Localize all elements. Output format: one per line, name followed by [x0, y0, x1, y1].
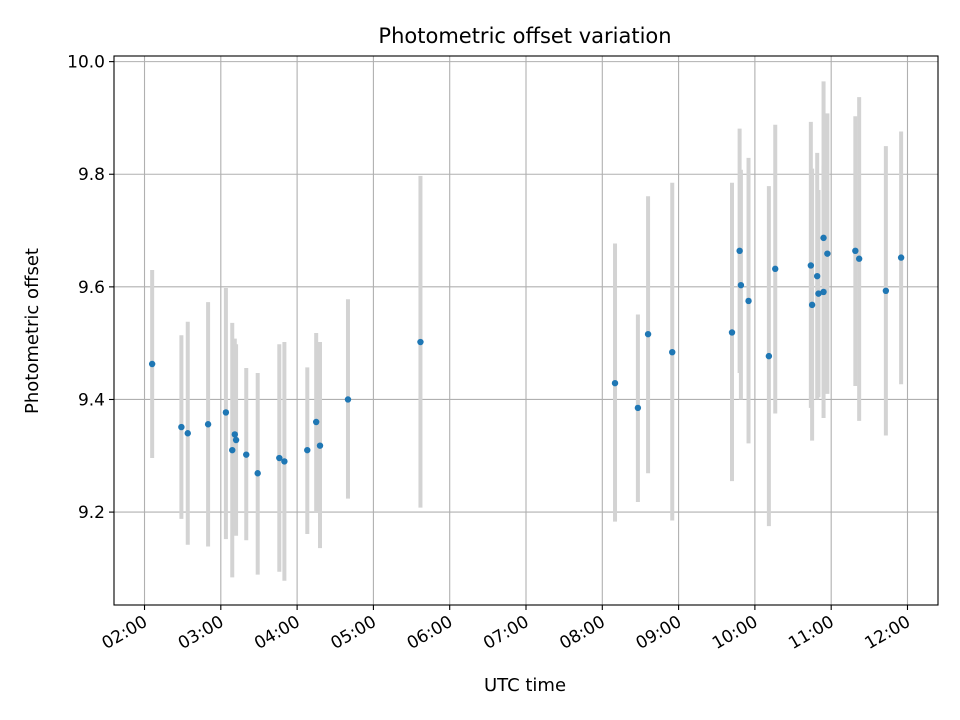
- x-axis-label: UTC time: [484, 675, 566, 696]
- data-point: [254, 470, 261, 477]
- data-point: [765, 352, 773, 360]
- data-point: [669, 348, 676, 356]
- chart-title: Photometric offset variation: [378, 24, 671, 48]
- data-point: [808, 301, 816, 309]
- data-point: [281, 458, 288, 465]
- data-point: [855, 255, 863, 262]
- data-point: [417, 338, 424, 346]
- y-tick-label: 9.8: [78, 165, 105, 185]
- data-point: [232, 436, 240, 444]
- y-tick-label: 10.0: [67, 53, 105, 73]
- y-axis-label: Photometric offset: [22, 248, 43, 414]
- y-tick-label: 9.2: [78, 503, 105, 523]
- data-point: [820, 234, 827, 242]
- data-point: [344, 396, 352, 403]
- data-point: [231, 431, 239, 438]
- grid: [114, 56, 938, 605]
- data-point: [737, 281, 745, 289]
- data-point: [148, 360, 156, 368]
- data-point: [882, 287, 890, 295]
- data-point: [820, 288, 827, 296]
- data-point: [852, 247, 859, 255]
- data-point: [897, 254, 905, 261]
- data-points: [148, 234, 905, 477]
- data-point: [824, 250, 831, 257]
- y-tick-label: 9.6: [78, 278, 105, 298]
- data-point: [728, 329, 736, 336]
- data-point: [813, 272, 821, 280]
- data-point: [611, 379, 619, 387]
- data-point: [204, 421, 212, 428]
- data-point: [745, 297, 752, 305]
- data-point: [736, 247, 743, 255]
- data-point: [316, 442, 324, 449]
- data-point: [815, 290, 822, 297]
- data-point: [312, 418, 320, 426]
- data-point: [304, 446, 311, 454]
- data-point: [276, 454, 283, 462]
- data-point: [807, 262, 815, 269]
- data-point: [184, 430, 191, 437]
- data-point: [178, 423, 185, 431]
- data-point: [772, 265, 779, 273]
- data-point: [222, 409, 230, 416]
- data-point: [229, 446, 236, 454]
- data-point: [243, 451, 250, 458]
- data-point: [644, 330, 652, 338]
- y-tick-label: 9.4: [78, 390, 105, 410]
- data-point: [634, 404, 642, 412]
